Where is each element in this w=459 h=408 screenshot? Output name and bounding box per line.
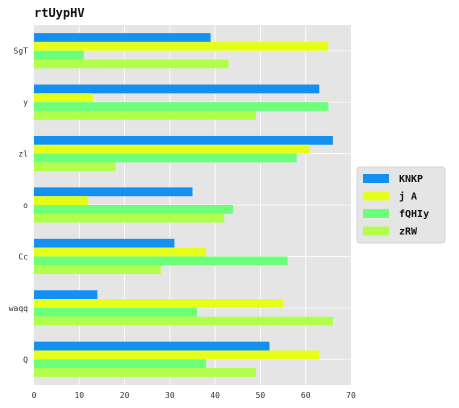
legend-label: KNKP	[399, 174, 423, 185]
x-tick-label: 10	[74, 391, 84, 400]
legend: KNKP j A fQHIy zRW	[356, 166, 446, 244]
bar	[34, 359, 207, 369]
x-tick-label: 60	[301, 391, 311, 400]
bar	[34, 316, 333, 326]
y-tick-label: o	[23, 201, 28, 210]
bar	[34, 93, 93, 103]
bar	[34, 341, 270, 351]
x-tick-label: 30	[165, 391, 175, 400]
y-tick-label: waqq	[9, 304, 28, 313]
bar	[34, 205, 234, 214]
bar	[34, 196, 89, 205]
x-axis-ticks: 0 10 20 30 40 50 60 70	[32, 391, 356, 400]
legend-box	[356, 166, 446, 244]
bar	[34, 144, 311, 154]
legend-swatch	[363, 226, 389, 236]
bar	[34, 153, 297, 163]
legend-label: fQHIy	[399, 209, 429, 220]
legend-swatch	[363, 209, 389, 218]
x-tick-label: 20	[120, 391, 130, 400]
bar	[34, 265, 161, 275]
bar	[34, 247, 207, 257]
y-tick-label: SgT	[14, 47, 29, 56]
legend-swatch	[363, 191, 389, 201]
bar	[34, 162, 116, 172]
y-tick-label: zl	[18, 150, 28, 159]
y-tick-label: Cc	[18, 252, 28, 261]
bar	[34, 84, 320, 94]
bar	[34, 33, 211, 42]
y-tick-label: y	[23, 98, 28, 107]
bar	[34, 102, 329, 111]
x-tick-label: 50	[256, 391, 266, 400]
bar	[34, 299, 284, 308]
x-tick-label: 70	[346, 391, 356, 400]
bar	[34, 290, 98, 300]
bar	[34, 307, 198, 317]
x-tick-label: 0	[32, 391, 37, 400]
bars	[34, 33, 333, 377]
bar	[34, 187, 193, 197]
bar	[34, 350, 320, 360]
chart-title: rtUypHV	[34, 6, 85, 20]
bar	[34, 368, 256, 377]
bar	[34, 256, 288, 266]
x-tick-label: 40	[210, 391, 220, 400]
legend-label: j A	[399, 191, 417, 203]
bar	[34, 50, 84, 60]
bar	[34, 213, 225, 223]
bar	[34, 110, 256, 120]
y-tick-label: Q	[23, 355, 28, 364]
legend-swatch	[363, 174, 389, 183]
y-axis-ticks: SgT y zl o Cc waqq Q	[9, 47, 28, 365]
bar	[34, 41, 329, 51]
bar	[34, 238, 175, 248]
legend-label: zRW	[399, 227, 418, 238]
bar	[34, 135, 333, 145]
bar	[34, 59, 229, 69]
